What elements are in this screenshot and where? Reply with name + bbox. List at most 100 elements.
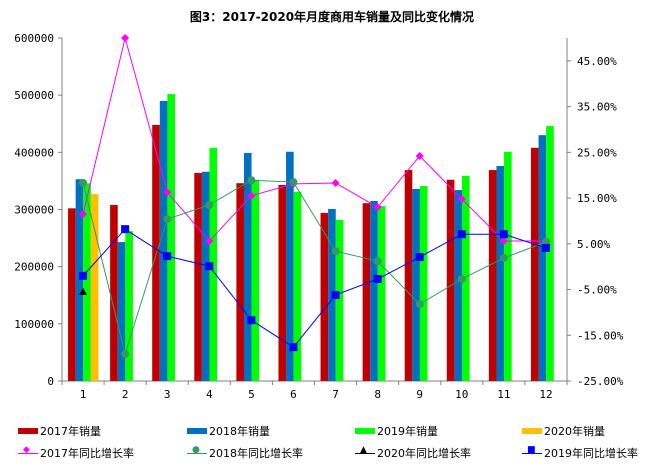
point-2018 [457, 275, 466, 284]
point-2019 [373, 275, 382, 284]
x-tick-label: 11 [497, 388, 510, 401]
legend-diamond-icon: ◆ [18, 445, 38, 459]
bar-2017 [404, 170, 413, 381]
point-2018 [415, 300, 424, 309]
point-2019 [541, 243, 550, 252]
line-2019 [82, 228, 547, 348]
bar-2017 [68, 208, 76, 381]
left-tick-label: 200000 [14, 261, 54, 274]
legend-label: 2018年同比增长率 [209, 447, 303, 460]
right-tick-label: 25.00% [577, 146, 617, 159]
bar-2018 [496, 166, 505, 381]
x-tick-label: 9 [416, 388, 423, 401]
legend-label: 2019年销量 [377, 425, 438, 438]
legend-triangle-icon: ▲ [355, 445, 375, 459]
legend-item: ■ 2019年同比增长率 [522, 445, 638, 460]
point-2018 [331, 247, 340, 256]
point-2019 [121, 225, 130, 234]
legend-item: ◆ 2017年同比增长率 [18, 445, 134, 460]
point-2017 [163, 188, 172, 197]
bar-2017 [446, 179, 455, 381]
bar-2017 [152, 124, 160, 381]
bar-2019 [251, 179, 260, 381]
point-2017 [499, 237, 508, 246]
x-tick-label: 8 [374, 388, 381, 401]
bar-2018 [454, 190, 462, 381]
x-tick-label: 7 [332, 388, 339, 401]
bar-2018 [538, 135, 547, 381]
right-tick-label: 15.00% [577, 192, 617, 205]
x-tick-label: 12 [539, 388, 552, 401]
x-tick-label: 2 [122, 388, 129, 401]
bar-2019 [83, 183, 91, 381]
legend-swatch [187, 428, 207, 434]
legend-label: 2020年同比增长率 [377, 447, 471, 460]
left-tick-label: 100000 [14, 318, 54, 331]
point-2019 [289, 343, 298, 352]
point-2017 [457, 194, 466, 203]
bar-2019 [293, 191, 302, 381]
line-2018 [82, 179, 547, 356]
bar-2018 [201, 171, 210, 381]
left-tick-label: 600000 [14, 32, 54, 45]
point-2018 [289, 178, 298, 187]
bar-2017 [488, 170, 497, 381]
left-tick-label: 500000 [14, 89, 54, 102]
bar-2017 [530, 147, 539, 381]
bar-2017 [110, 204, 118, 381]
right-tick-label: 35.00% [577, 101, 617, 114]
legend-item: ▲ 2020年同比增长率 [355, 445, 471, 460]
legend-swatch [18, 428, 38, 434]
bar-2019 [461, 175, 470, 381]
point-2019 [331, 291, 340, 300]
point-2019 [79, 271, 88, 280]
point-2018 [121, 350, 130, 359]
point-2017 [373, 203, 382, 212]
bar-2019 [419, 186, 428, 381]
legend-label: 2018年销量 [209, 425, 270, 438]
legend-item: 2018年销量 [187, 424, 270, 438]
point-2019 [499, 230, 508, 239]
point-2019 [205, 262, 214, 271]
bar-2017 [236, 183, 244, 381]
point-2018 [247, 176, 256, 185]
left-tick-label: 0 [47, 375, 54, 388]
bar-2017 [278, 184, 287, 381]
left-tick-label: 300000 [14, 204, 54, 217]
bar-2017 [194, 172, 202, 381]
legend-label: 2019年同比增长率 [544, 447, 638, 460]
point-2020 [79, 287, 88, 295]
right-tick-label: 5.00% [577, 238, 610, 251]
point-2017 [79, 210, 88, 219]
bar-2018 [412, 188, 420, 381]
point-2017 [331, 178, 340, 187]
right-tick-label: -5.00% [577, 284, 617, 297]
x-tick-label: 6 [290, 388, 297, 401]
legend-item: 2020年销量 [522, 424, 605, 438]
chart-title: 图3：2017-2020年月度商用车销量及同比变化情况 [189, 10, 475, 24]
point-2017 [415, 151, 424, 160]
legend-swatch [522, 428, 542, 434]
legend-circle-icon: ● [187, 445, 207, 459]
point-2018 [499, 253, 508, 262]
bar-2018 [117, 242, 126, 381]
point-2019 [247, 316, 256, 325]
x-tick-label: 5 [248, 388, 255, 401]
bar-2019 [377, 206, 386, 381]
point-2018 [79, 178, 88, 187]
bar-2019 [167, 94, 176, 382]
left-tick-label: 400000 [14, 146, 54, 159]
bar-2019 [504, 151, 512, 381]
bar-2019 [125, 231, 133, 381]
bar-2020 [90, 194, 99, 381]
legend-label: 2017年销量 [40, 425, 101, 438]
bar-2018 [370, 200, 378, 381]
bar-2017 [320, 212, 329, 381]
legend-square-icon: ■ [522, 445, 542, 459]
point-2018 [163, 215, 172, 224]
right-tick-label: -15.00% [577, 329, 624, 342]
line-2017 [82, 37, 546, 242]
x-tick-label: 10 [455, 388, 468, 401]
point-2017 [121, 34, 130, 42]
